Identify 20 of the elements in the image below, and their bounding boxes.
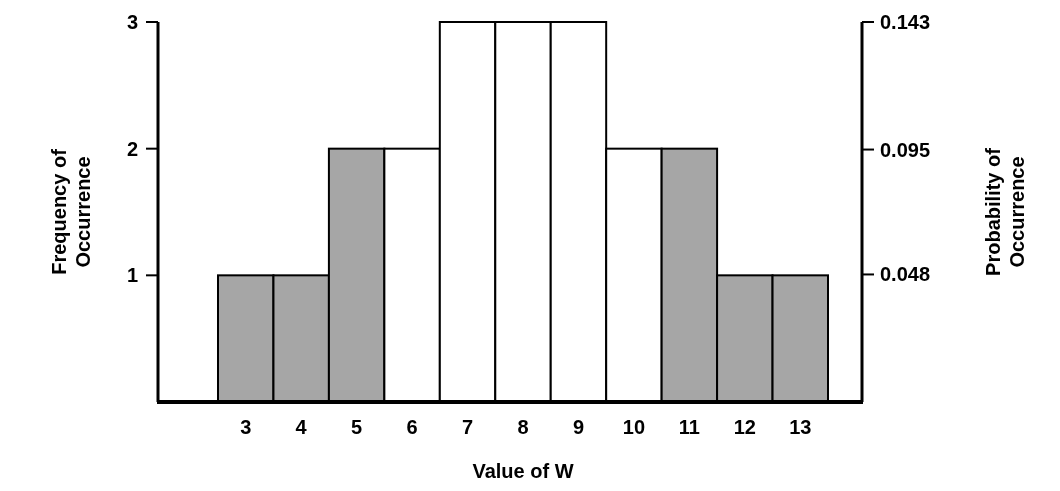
x-tick-label: 9 bbox=[572, 416, 585, 438]
y-axis-title: Frequency of Occurrence bbox=[48, 148, 94, 275]
y-tick-label: 1 bbox=[126, 264, 138, 287]
x-tick-label: 5 bbox=[351, 416, 363, 438]
y-tick-label: 2 bbox=[126, 137, 138, 160]
y2-axis-title: Probability of Occurrence bbox=[982, 147, 1028, 276]
y2-tick-label: 0.048 bbox=[880, 263, 931, 286]
x-axis-title: Value of W bbox=[472, 460, 574, 482]
x-tick-label: 6 bbox=[406, 416, 418, 438]
y2-tick-label: 0.095 bbox=[880, 138, 931, 161]
x-tick-label: 12 bbox=[733, 416, 756, 438]
x-tick-label: 7 bbox=[461, 416, 474, 438]
x-tick-label: 3 bbox=[240, 416, 252, 438]
x-tick-label: 4 bbox=[295, 416, 308, 438]
y2-tick-label: 0.143 bbox=[880, 11, 931, 33]
y-tick-label: 3 bbox=[126, 11, 138, 33]
x-tick-label: 10 bbox=[622, 416, 646, 438]
x-tick-label: 13 bbox=[789, 416, 812, 438]
x-tick-label: 8 bbox=[517, 416, 529, 438]
x-tick-label: 11 bbox=[678, 416, 700, 438]
